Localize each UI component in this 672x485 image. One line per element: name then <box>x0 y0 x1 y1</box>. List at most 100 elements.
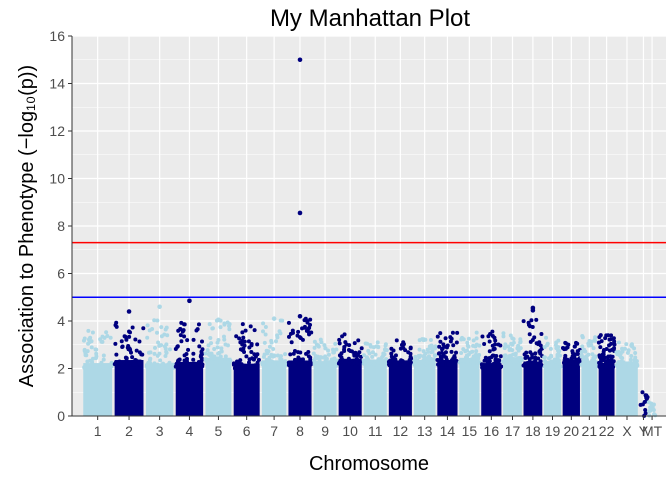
data-point <box>124 337 129 342</box>
data-point <box>464 353 469 358</box>
data-point <box>240 330 245 335</box>
data-point <box>343 340 348 345</box>
data-point <box>609 333 614 338</box>
data-point <box>524 350 529 355</box>
data-point <box>94 364 99 369</box>
data-point <box>104 330 109 335</box>
data-point <box>582 357 587 362</box>
data-point <box>466 336 471 341</box>
data-point <box>458 358 463 363</box>
data-point <box>511 352 516 357</box>
y-tick-label: 8 <box>57 218 65 234</box>
data-point <box>152 318 157 323</box>
x-tick-label: 7 <box>270 423 278 439</box>
data-point <box>563 353 568 358</box>
data-point <box>334 347 339 352</box>
point-band <box>598 362 615 416</box>
data-point <box>216 351 221 356</box>
data-point <box>611 336 616 341</box>
data-point <box>348 348 353 353</box>
data-point <box>538 343 543 348</box>
x-tick-label: 17 <box>505 423 521 439</box>
point-band <box>145 363 174 416</box>
data-point <box>471 360 476 365</box>
data-point <box>633 363 638 368</box>
data-point <box>389 346 394 351</box>
data-point <box>580 344 585 349</box>
data-point <box>182 334 187 339</box>
data-point <box>575 349 580 354</box>
data-point <box>465 360 470 365</box>
data-point <box>219 346 224 351</box>
data-point <box>643 407 648 412</box>
data-point <box>624 342 629 347</box>
data-point <box>329 357 334 362</box>
data-point <box>212 355 217 360</box>
data-point <box>444 345 449 350</box>
data-point <box>491 347 496 352</box>
data-point <box>572 344 577 349</box>
data-point <box>199 352 204 357</box>
data-point <box>474 330 479 335</box>
chromosome-11-points <box>361 340 389 416</box>
chromosome-7-points <box>260 318 288 416</box>
data-point <box>592 359 597 364</box>
data-point <box>197 344 202 349</box>
data-point <box>497 358 502 363</box>
data-point <box>586 352 591 357</box>
data-point <box>549 353 554 358</box>
data-point <box>450 330 455 335</box>
data-point <box>133 337 138 342</box>
data-point <box>205 348 210 353</box>
data-point <box>527 332 532 337</box>
data-point <box>137 339 142 344</box>
data-point <box>244 354 249 359</box>
data-point <box>105 334 110 339</box>
data-point <box>487 356 492 361</box>
data-point <box>622 346 627 351</box>
data-point <box>126 329 131 334</box>
x-tick-label: 18 <box>525 423 541 439</box>
data-point <box>395 362 400 367</box>
data-point <box>273 339 278 344</box>
data-point <box>94 347 99 352</box>
data-point <box>358 354 363 359</box>
data-point <box>616 340 621 345</box>
data-point <box>238 347 243 352</box>
data-point <box>126 343 131 348</box>
data-point <box>247 345 252 350</box>
data-point <box>254 364 259 369</box>
data-point <box>548 364 553 369</box>
data-point <box>208 360 213 365</box>
data-point <box>556 361 561 366</box>
data-point <box>342 347 347 352</box>
data-point <box>428 338 433 343</box>
x-tick-label: 3 <box>156 423 164 439</box>
y-axis-title: Association to Phenotype (−log₁₀(p)) <box>16 65 38 387</box>
x-axis: 1 2 3 4 5 6 7 8 9 10 11 12 13 14 15 16 17 18 19 20 21 22 X YMT <box>72 415 666 439</box>
data-point <box>241 335 246 340</box>
data-point <box>263 324 268 329</box>
data-point <box>633 351 638 356</box>
point-band <box>437 359 458 416</box>
point-band <box>338 358 362 416</box>
data-point <box>252 328 257 333</box>
data-point <box>166 364 171 369</box>
data-point <box>398 346 403 351</box>
point-band <box>363 359 387 416</box>
data-point <box>234 334 239 339</box>
data-point <box>408 354 413 359</box>
data-point <box>215 340 220 345</box>
y-tick-label: 12 <box>49 123 65 139</box>
data-point <box>366 348 371 353</box>
data-point <box>250 366 255 371</box>
data-point <box>255 342 260 347</box>
data-point <box>337 337 342 342</box>
data-point <box>471 356 476 361</box>
data-point <box>501 331 506 336</box>
data-point <box>112 362 117 367</box>
x-tick-label: 20 <box>564 423 580 439</box>
data-point <box>545 343 550 348</box>
chromosome-10-points <box>336 332 364 416</box>
data-point <box>375 344 380 349</box>
